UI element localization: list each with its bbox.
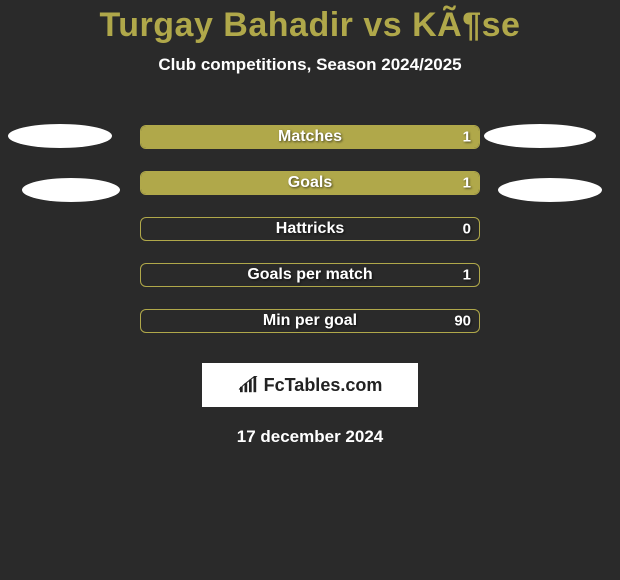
stat-row: Goals per match 1 <box>140 263 480 287</box>
stat-label: Goals per match <box>247 266 372 284</box>
bar-chart-icon <box>238 376 260 394</box>
stat-row: Matches 1 <box>140 125 480 149</box>
decorative-ellipse <box>22 178 120 202</box>
stat-row: Goals 1 <box>140 171 480 195</box>
stat-row: Min per goal 90 <box>140 309 480 333</box>
stat-label: Hattricks <box>276 220 344 238</box>
stats-container: Matches 1 Goals 1 Hattricks 0 Goals per match 1… <box>0 125 620 333</box>
decorative-ellipse <box>498 178 602 202</box>
stat-value-right: 1 <box>463 175 471 192</box>
stat-label: Goals <box>288 174 332 192</box>
date-text: 17 december 2024 <box>0 427 620 447</box>
stat-value-right: 0 <box>463 221 471 238</box>
stat-value-right: 1 <box>463 129 471 146</box>
decorative-ellipse <box>484 124 596 148</box>
logo-text: FcTables.com <box>264 375 383 396</box>
stat-label: Matches <box>278 128 342 146</box>
logo-box: FcTables.com <box>202 363 418 407</box>
stat-label: Min per goal <box>263 312 357 330</box>
decorative-ellipse <box>8 124 112 148</box>
stat-row: Hattricks 0 <box>140 217 480 241</box>
page-title: Turgay Bahadir vs KÃ¶se <box>0 0 620 45</box>
page-subtitle: Club competitions, Season 2024/2025 <box>0 55 620 75</box>
stat-value-right: 1 <box>463 267 471 284</box>
stat-value-right: 90 <box>454 313 471 330</box>
